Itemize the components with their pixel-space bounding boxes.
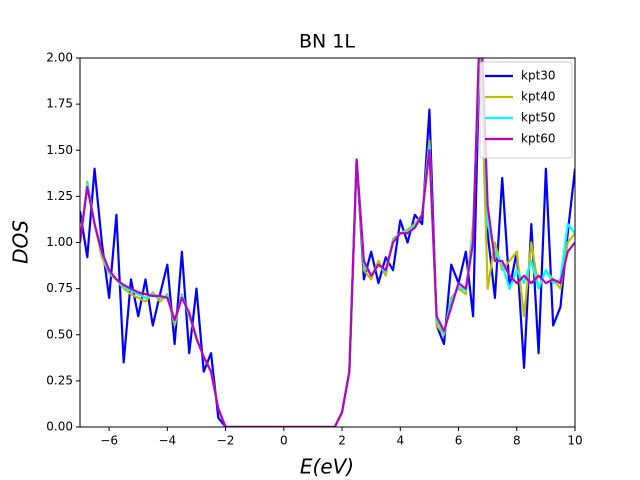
y-tick-label: 1.75 bbox=[46, 97, 73, 111]
x-axis-label: E(eV) bbox=[300, 455, 354, 479]
legend-box bbox=[479, 61, 573, 159]
y-tick-label: 0.50 bbox=[46, 327, 73, 341]
y-axis-label: DOS bbox=[9, 220, 33, 264]
y-tick-label: 1.00 bbox=[46, 235, 73, 249]
legend: kpt30 kpt40 kpt50 kpt60 bbox=[479, 61, 573, 159]
y-tick-label: 0.25 bbox=[46, 373, 73, 387]
chart-title: BN 1L bbox=[299, 31, 355, 53]
x-tick-label: −2 bbox=[217, 434, 235, 448]
y-tick-label: 0.75 bbox=[46, 281, 73, 295]
series-line bbox=[80, 58, 575, 427]
legend-label: kpt40 bbox=[521, 90, 556, 104]
x-tick-label: 6 bbox=[455, 434, 463, 448]
x-tick-label: −6 bbox=[100, 434, 118, 448]
y-tick-label: 1.25 bbox=[46, 189, 73, 203]
x-tick-label: 2 bbox=[338, 434, 346, 448]
y-tick-label: 2.00 bbox=[46, 51, 73, 65]
x-tick-label: −4 bbox=[159, 434, 177, 448]
x-tick-label: 10 bbox=[567, 434, 582, 448]
x-tick-label: 8 bbox=[513, 434, 521, 448]
x-tick-label: 4 bbox=[396, 434, 404, 448]
x-tick-label: 0 bbox=[280, 434, 288, 448]
series-line bbox=[80, 58, 575, 427]
y-tick-label: 0.00 bbox=[46, 420, 73, 434]
y-tick-label: 1.50 bbox=[46, 143, 73, 157]
legend-label: kpt30 bbox=[521, 69, 556, 83]
plot-area bbox=[80, 58, 575, 427]
legend-label: kpt60 bbox=[521, 132, 556, 146]
legend-label: kpt50 bbox=[521, 111, 556, 125]
series-line bbox=[80, 58, 575, 427]
